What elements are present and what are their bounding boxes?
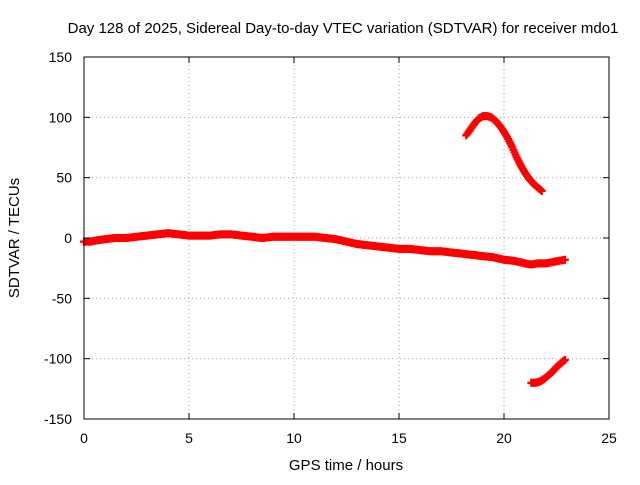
x-axis-label: GPS time / hours xyxy=(289,457,403,474)
x-tick-labels: 0 5 10 15 20 25 xyxy=(80,430,617,446)
data-points xyxy=(80,112,569,387)
x-tick-label: 0 xyxy=(80,430,88,446)
chart-title: Day 128 of 2025, Sidereal Day-to-day VTE… xyxy=(68,20,619,37)
y-tick-label: -50 xyxy=(52,290,72,306)
x-tick-label: 5 xyxy=(185,430,193,446)
y-tick-label: 50 xyxy=(56,170,72,186)
y-axis-label: SDTVAR / TECUs xyxy=(6,178,23,298)
y-tick-label: -150 xyxy=(44,411,72,427)
y-tick-label: 0 xyxy=(64,230,72,246)
x-tick-label: 20 xyxy=(496,430,512,446)
axis-ticks xyxy=(83,56,610,420)
x-tick-label: 10 xyxy=(286,430,302,446)
x-tick-label: 25 xyxy=(601,430,617,446)
y-tick-labels: -150 -100 -50 0 50 100 150 xyxy=(44,49,72,427)
data-point-lower-arc xyxy=(560,355,569,364)
data-point-main-trace xyxy=(560,255,569,264)
y-tick-label: 150 xyxy=(49,49,73,65)
data-point-upper-arc xyxy=(537,186,546,195)
y-tick-label: 100 xyxy=(49,109,73,125)
y-tick-label: -100 xyxy=(44,351,72,367)
x-tick-label: 15 xyxy=(391,430,407,446)
